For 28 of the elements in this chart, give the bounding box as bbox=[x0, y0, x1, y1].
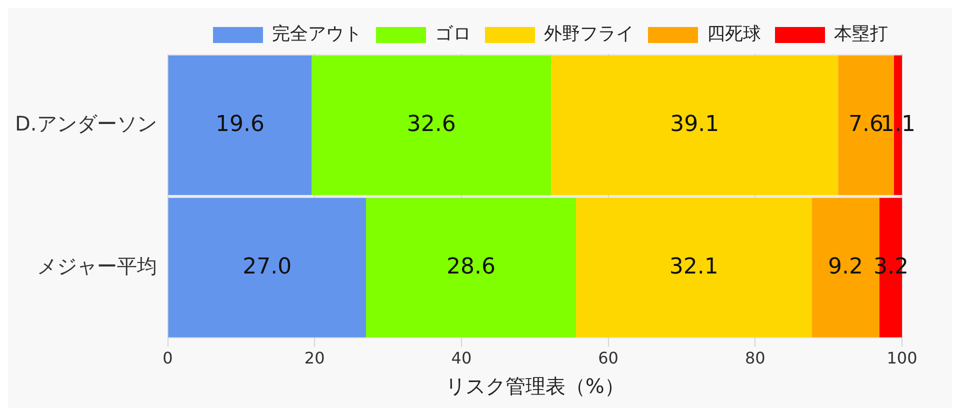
bar bbox=[168, 198, 366, 338]
data-label: 32.1 bbox=[669, 254, 718, 280]
bar bbox=[551, 55, 838, 195]
data-label: 19.6 bbox=[215, 112, 264, 137]
bar bbox=[168, 55, 312, 195]
legend-label: ゴロ bbox=[435, 24, 471, 45]
data-label: 39.1 bbox=[670, 112, 720, 137]
legend-label: 本塁打 bbox=[834, 24, 888, 45]
x-tick-label: 60 bbox=[598, 348, 618, 368]
data-label: 7.6 bbox=[848, 112, 884, 137]
y-tick-label: メジャー平均 bbox=[36, 254, 157, 278]
data-label: 32.6 bbox=[406, 112, 456, 137]
legend-label: 完全アウト bbox=[272, 24, 362, 45]
data-label: 9.2 bbox=[828, 254, 863, 280]
data-label: 28.6 bbox=[446, 254, 496, 280]
legend-label: 四死球 bbox=[707, 24, 761, 45]
x-tick-label: 100 bbox=[886, 348, 918, 368]
y-tick-label: D.アンダーソン bbox=[14, 111, 157, 136]
x-tick-label: 80 bbox=[744, 348, 766, 368]
data-label: 27.0 bbox=[242, 254, 292, 280]
bar bbox=[312, 55, 552, 195]
x-tick-label: 0 bbox=[162, 348, 173, 368]
legend-label: 外野フライ bbox=[544, 24, 634, 45]
bar bbox=[576, 198, 812, 338]
x-tick-label: 40 bbox=[451, 348, 472, 368]
bar bbox=[366, 198, 576, 338]
x-axis-title: リスク管理表（%） bbox=[445, 374, 624, 398]
x-tick-label: 20 bbox=[304, 348, 325, 368]
